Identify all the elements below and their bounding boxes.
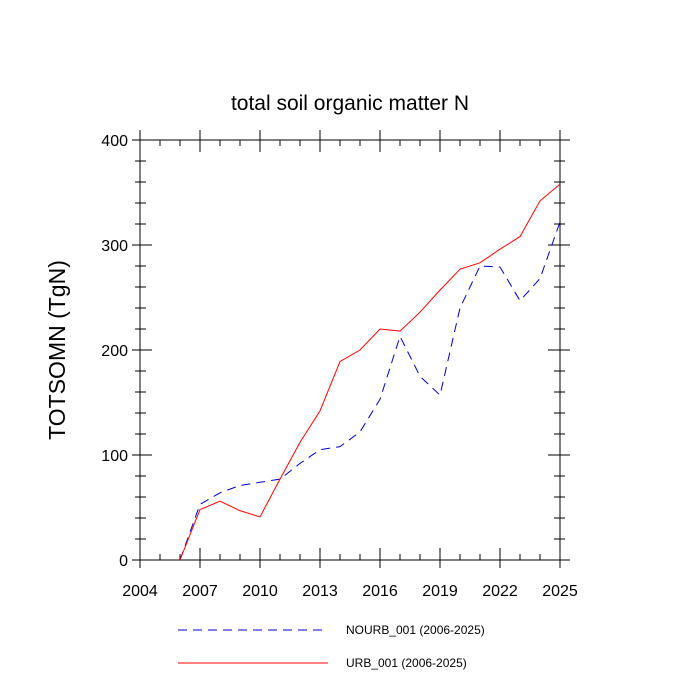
legend-label-1: NOURB_001 (2006-2025) [346,623,485,637]
y-tick-label: 0 [119,553,128,570]
y-axis-label: TOTSOMN (TgN) [44,260,70,440]
x-tick-label: 2007 [182,583,218,600]
x-tick-label: 2025 [542,583,578,600]
x-tick-label: 2004 [122,583,158,600]
axis-tick-labels: 2004 2007 2010 2013 2016 2019 2022 2025 0 100 200 3… [101,133,578,600]
x-tick-label: 2010 [242,583,278,600]
x-tick-label: 2013 [302,583,338,600]
legend: NOURB_001 (2006-2025) URB_001 (2006-2025) [178,623,485,670]
legend-label-2: URB_001 (2006-2025) [346,656,467,670]
y-tick-label: 200 [101,343,128,360]
series-lines [179,183,561,561]
x-tick-label: 2022 [482,583,518,600]
y-tick-label: 100 [101,448,128,465]
x-tick-label: 2019 [422,583,458,600]
chart-title: total soil organic matter N [231,92,469,115]
y-tick-label: 300 [101,238,128,255]
axis-ticks [132,130,570,568]
x-tick-label: 2016 [362,583,398,600]
y-tick-label: 400 [101,133,128,150]
series-line-1 [179,221,561,561]
series-line-2 [179,183,561,561]
plot-frame [139,139,561,561]
